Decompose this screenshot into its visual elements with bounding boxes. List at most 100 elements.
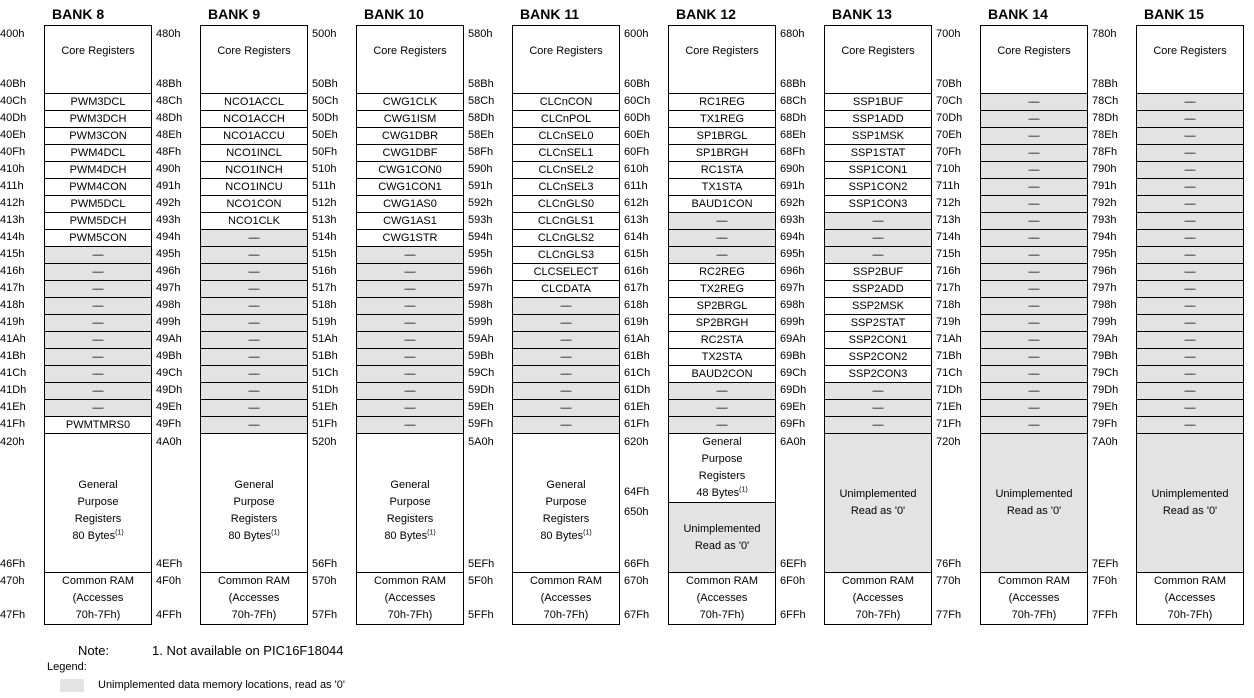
- address-label: 499h: [156, 316, 181, 328]
- common-ram-block: Common RAM (Accesses 70h-7Fh): [200, 572, 308, 625]
- register-cell: CLCDATA: [512, 280, 620, 298]
- address-label: 51Fh: [312, 418, 338, 430]
- unimplemented-register: —: [200, 399, 308, 417]
- unimplemented-register: —: [980, 127, 1088, 145]
- register-cell: SSP1CON3: [824, 195, 932, 213]
- address-label: 40Ch: [0, 95, 27, 107]
- address-label: 500h: [312, 28, 337, 40]
- register-cell: NCO1CLK: [200, 212, 308, 230]
- address-label: 79Bh: [1092, 350, 1118, 362]
- block-text: Common RAM: [997, 575, 1071, 587]
- address-label: 713h: [936, 214, 961, 226]
- address-label: 59Bh: [468, 350, 494, 362]
- general-purpose-registers-block: General Purpose Registers 80 Bytes(1): [200, 433, 308, 573]
- block-text: 70h-7Fh): [1167, 609, 1213, 621]
- address-label: 599h: [468, 316, 493, 328]
- unimplemented-register: —: [1136, 144, 1244, 162]
- unimplemented-register: —: [980, 110, 1088, 128]
- unimplemented-register: —: [512, 399, 620, 417]
- address-label: 79Dh: [1092, 384, 1119, 396]
- address-label: 70Ch: [936, 95, 963, 107]
- register-cell: NCO1ACCU: [200, 127, 308, 145]
- unimplemented-register: —: [512, 331, 620, 349]
- address-label: 78Ch: [1092, 95, 1119, 107]
- address-label: 515h: [312, 248, 337, 260]
- address-label: 595h: [468, 248, 493, 260]
- address-label: 79Eh: [1092, 401, 1118, 413]
- unimplemented-register: —: [1136, 314, 1244, 332]
- address-label: 69Ah: [780, 333, 806, 345]
- register-cell: CWG1AS1: [356, 212, 464, 230]
- address-label: 495h: [156, 248, 181, 260]
- address-label: 4FFh: [156, 609, 182, 621]
- block-text: Common RAM: [373, 575, 447, 587]
- address-label: 796h: [1092, 265, 1117, 277]
- block-text: Unimplemented: [995, 488, 1073, 500]
- bank-title: BANK 9: [208, 6, 261, 22]
- unimplemented-register: —: [1136, 280, 1244, 298]
- address-label: 40Fh: [0, 146, 26, 158]
- block-text: Purpose: [545, 496, 587, 508]
- address-label: 51Ch: [312, 367, 339, 379]
- unimplemented-register: —: [980, 195, 1088, 213]
- address-label: 510h: [312, 163, 337, 175]
- address-label: 717h: [936, 282, 961, 294]
- address-label: 697h: [780, 282, 805, 294]
- address-label: 691h: [780, 180, 805, 192]
- address-label: 67Fh: [624, 609, 650, 621]
- address-label: 48Fh: [156, 146, 182, 158]
- core-registers-block: Core Registers: [824, 25, 932, 94]
- unimplemented-register: —: [980, 314, 1088, 332]
- core-registers-block: Core Registers: [1136, 25, 1244, 94]
- address-label: 6A0h: [780, 436, 806, 448]
- register-cell: CWG1CON0: [356, 161, 464, 179]
- unimplemented-register: —: [980, 365, 1088, 383]
- block-text: General: [390, 479, 430, 491]
- bank-title: BANK 15: [1144, 6, 1204, 22]
- core-registers-block: Core Registers: [980, 25, 1088, 94]
- address-label: 41Bh: [0, 350, 26, 362]
- address-label: 491h: [156, 180, 181, 192]
- block-text: Common RAM: [529, 575, 603, 587]
- bank-title: BANK 14: [988, 6, 1048, 22]
- unimplemented-register: —: [980, 212, 1088, 230]
- address-label: 41Eh: [0, 401, 26, 413]
- address-label: 51Ah: [312, 333, 338, 345]
- register-cell: BAUD2CON: [668, 365, 776, 383]
- address-label: 720h: [936, 436, 961, 448]
- address-label: 51Eh: [312, 401, 338, 413]
- address-label: 791h: [1092, 180, 1117, 192]
- address-label: 790h: [1092, 163, 1117, 175]
- unimplemented-register: —: [1136, 348, 1244, 366]
- block-text: Registers: [698, 470, 746, 482]
- address-label: 7A0h: [1092, 436, 1118, 448]
- address-label: 619h: [624, 316, 649, 328]
- unimplemented-register: —: [44, 280, 152, 298]
- address-label: 592h: [468, 197, 493, 209]
- block-text: Purpose: [77, 496, 119, 508]
- unimplemented-register: —: [980, 263, 1088, 281]
- address-label: 798h: [1092, 299, 1117, 311]
- block-text: Registers: [74, 513, 122, 525]
- register-cell: TX1STA: [668, 178, 776, 196]
- core-registers-block: Core Registers: [200, 25, 308, 94]
- unimplemented-register: —: [512, 297, 620, 315]
- unimplemented-register: —: [1136, 195, 1244, 213]
- address-label: 60Eh: [624, 129, 650, 141]
- block-text: Common RAM: [685, 575, 759, 587]
- register-cell: NCO1ACCL: [200, 93, 308, 111]
- common-ram-block: Common RAM (Accesses 70h-7Fh): [824, 572, 932, 625]
- address-label: 76Fh: [936, 558, 962, 570]
- register-cell: SSP1STAT: [824, 144, 932, 162]
- address-label: 650h: [624, 506, 649, 518]
- register-cell: TX2STA: [668, 348, 776, 366]
- block-text: Registers: [230, 513, 278, 525]
- unimplemented-block: Unimplemented Read as '0': [1136, 433, 1244, 573]
- block-text: Purpose: [389, 496, 431, 508]
- block-text: Read as '0': [850, 505, 906, 517]
- block-text: Unimplemented: [683, 522, 761, 535]
- address-label: 51Dh: [312, 384, 339, 396]
- address-label: 66Fh: [624, 558, 650, 570]
- bank-title: BANK 8: [52, 6, 105, 22]
- unimplemented-register: —: [44, 382, 152, 400]
